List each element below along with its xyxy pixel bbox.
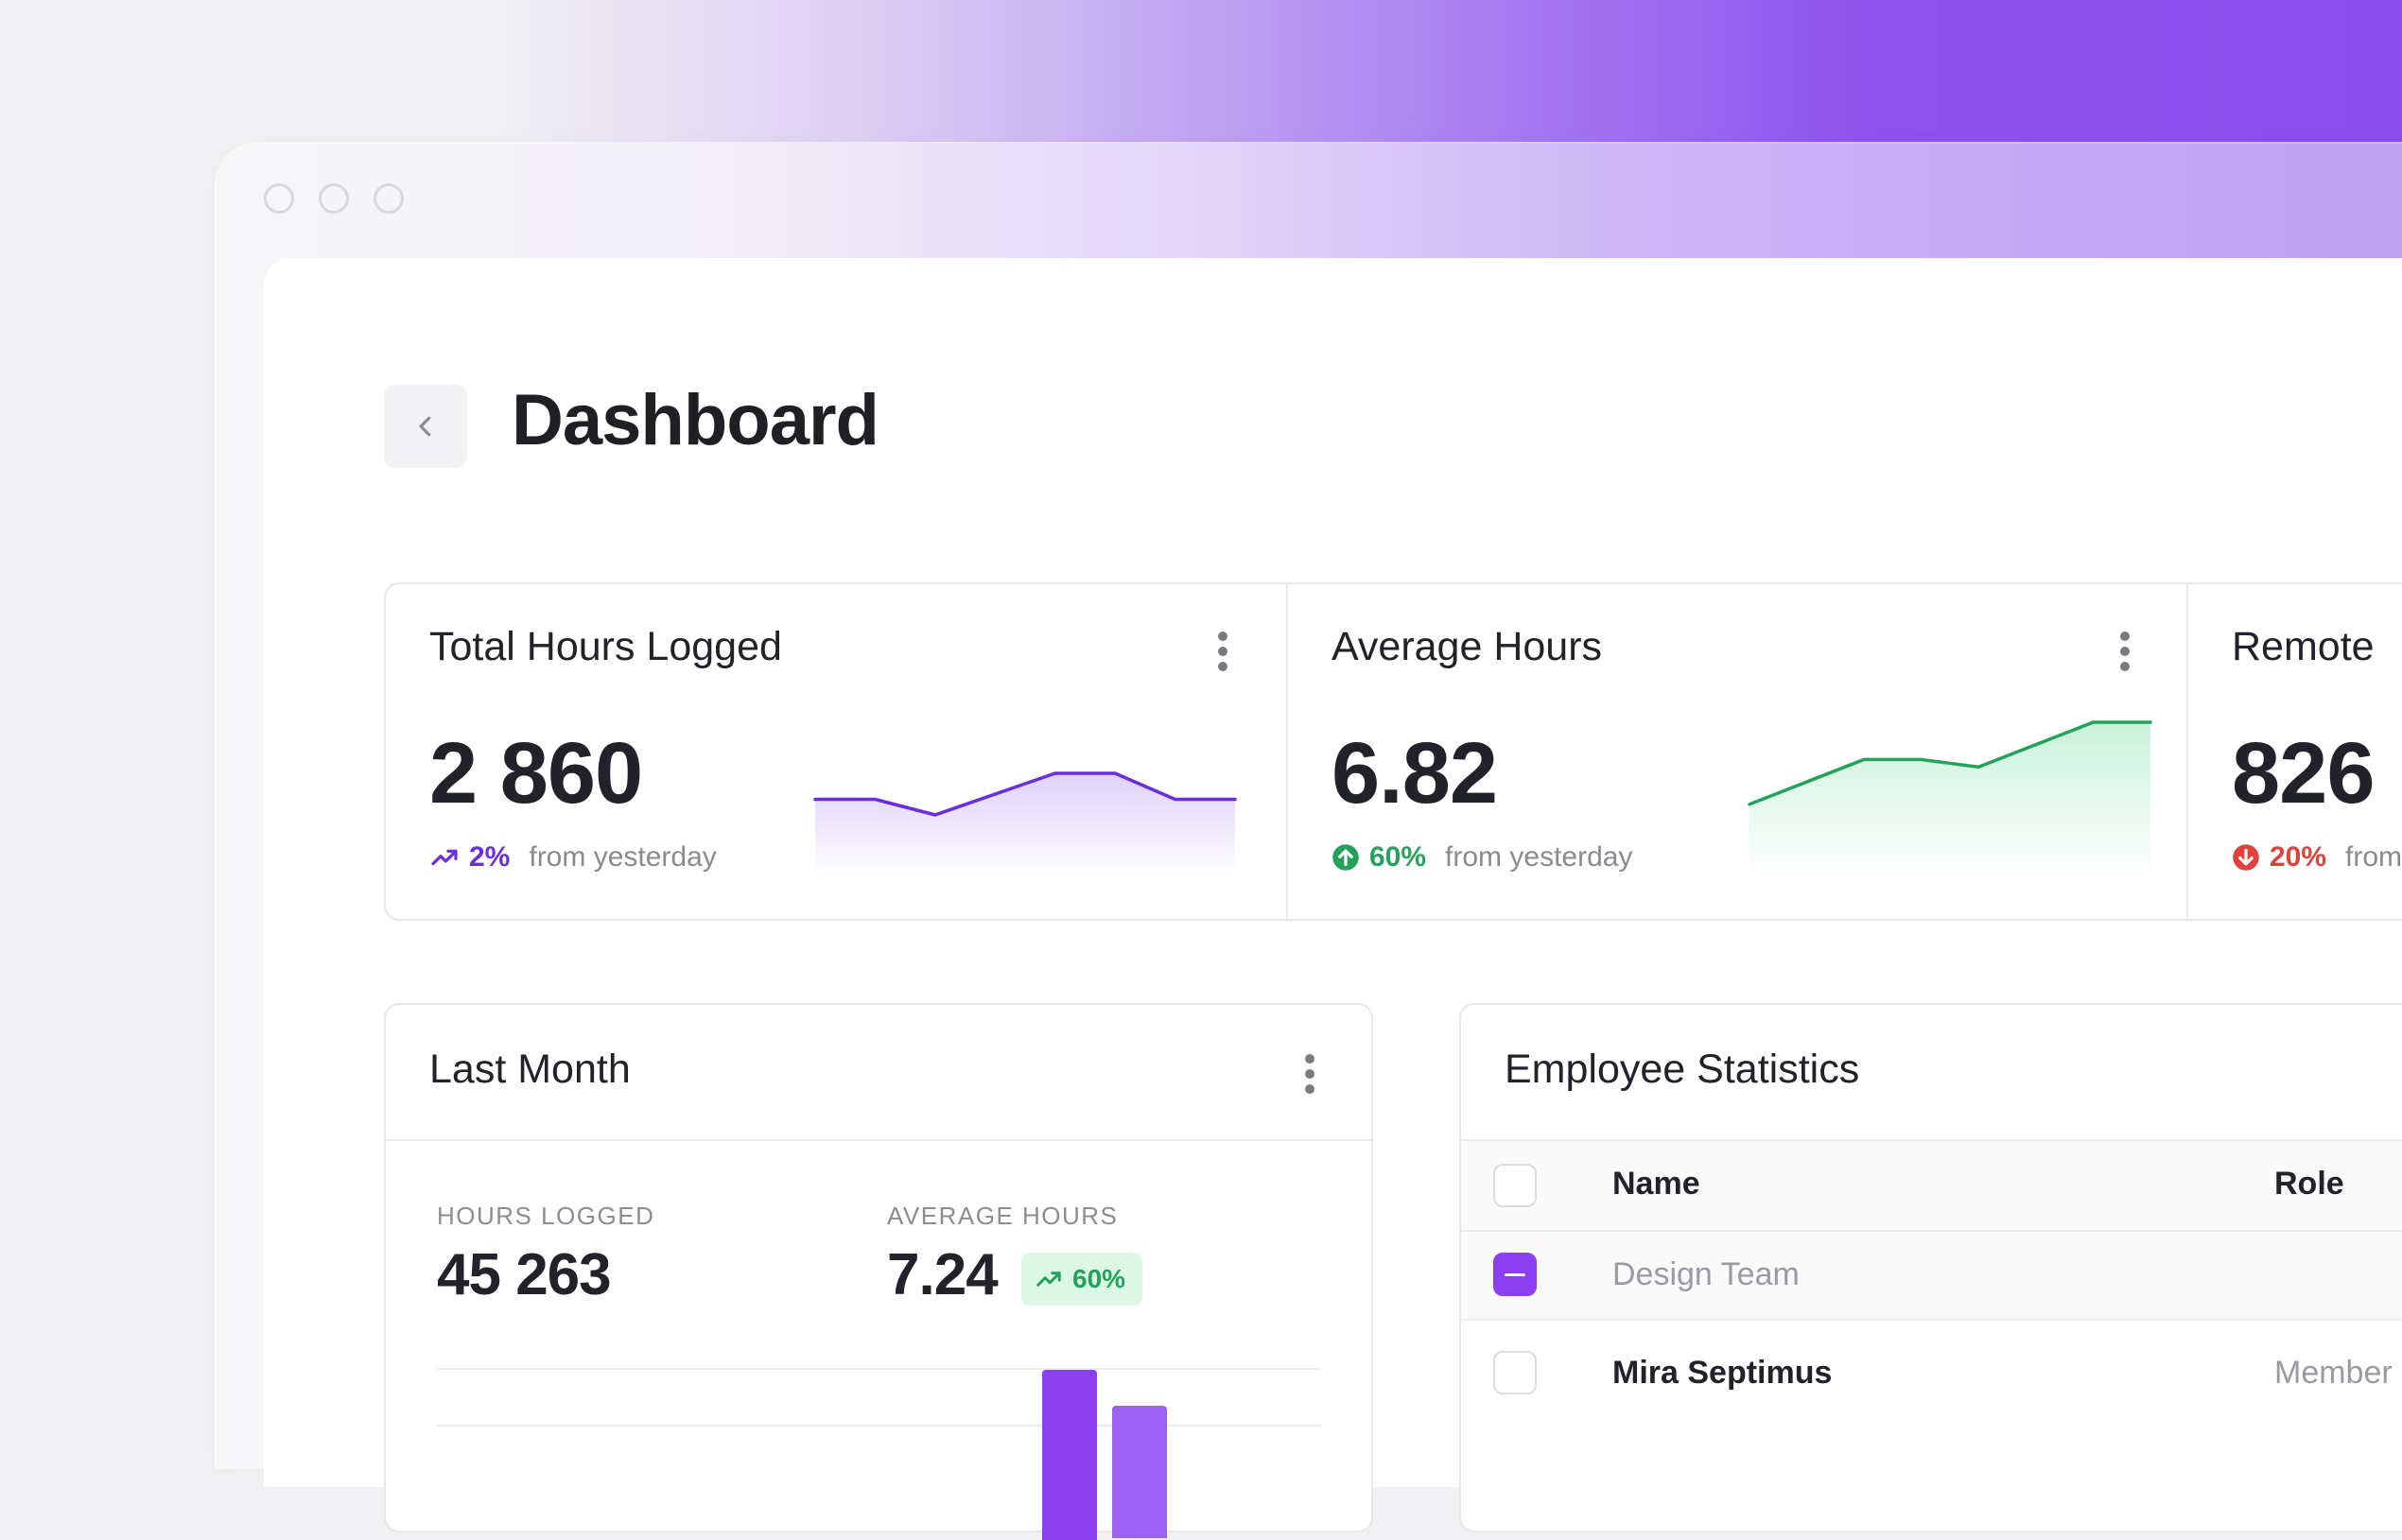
stat-title: Total Hours Logged xyxy=(429,624,782,669)
column-header-role[interactable]: Role xyxy=(2274,1166,2344,1202)
sparkline-chart xyxy=(813,771,1237,877)
grid-line xyxy=(437,1368,1322,1370)
change-note: from xyxy=(2345,841,2402,873)
employee-role: Member xyxy=(2274,1355,2393,1391)
employee-name: Mira Septimus xyxy=(1612,1355,1833,1391)
stats-summary-card: Total Hours Logged 2 860 2% from yesterd… xyxy=(384,582,2402,921)
change-percent: 20% xyxy=(2270,841,2327,873)
more-options-icon[interactable] xyxy=(1305,1054,1314,1099)
stat-remote: Remote 826 20% from xyxy=(2186,584,2402,919)
stat-value: 6.82 xyxy=(1332,725,1498,822)
divider xyxy=(1461,1230,2402,1232)
sparkline-line xyxy=(1748,720,2152,806)
stat-average-hours: Average Hours 6.82 60% from yesterday xyxy=(1286,584,2188,919)
sparkline-chart xyxy=(1748,720,2152,877)
divider xyxy=(386,1139,1371,1141)
divider xyxy=(1461,1319,2402,1321)
bar xyxy=(1112,1406,1167,1538)
stat-value: 2 860 xyxy=(429,725,643,822)
divider xyxy=(1461,1139,2402,1141)
stat-change: 2% from yesterday xyxy=(429,841,717,874)
more-options-icon[interactable] xyxy=(2120,632,2130,677)
group-checkbox[interactable] xyxy=(1493,1253,1537,1296)
change-percent: 2% xyxy=(469,841,511,873)
back-button[interactable] xyxy=(384,385,467,468)
grid-line xyxy=(437,1425,1322,1427)
sparkline-area xyxy=(1749,722,2150,877)
panel-title: Last Month xyxy=(429,1047,631,1092)
sparkline-area xyxy=(815,773,1235,877)
stat-change: 60% from yesterday xyxy=(1332,841,1632,874)
last-month-panel: Last Month HOURS LOGGED 45 263 AVERAGE H… xyxy=(384,1003,1373,1540)
hours-logged-value: 45 263 xyxy=(437,1242,612,1307)
arrow-up-circle-icon xyxy=(1332,844,1359,871)
change-note: from yesterday xyxy=(529,841,717,873)
window-minimize-dot[interactable] xyxy=(319,183,349,214)
stat-title: Remote xyxy=(2232,624,2375,669)
minus-icon xyxy=(1505,1272,1525,1276)
row-checkbox[interactable] xyxy=(1493,1351,1537,1394)
sparkline-line xyxy=(813,771,1237,817)
average-hours-value: 7.24 xyxy=(887,1242,999,1307)
stat-title: Average Hours xyxy=(1332,624,1603,669)
chevron-left-icon xyxy=(419,416,431,437)
group-name: Design Team xyxy=(1612,1256,1800,1292)
column-header-name[interactable]: Name xyxy=(1612,1166,1700,1202)
bar xyxy=(1042,1370,1097,1540)
panel-title: Employee Statistics xyxy=(1505,1047,1860,1092)
window-close-dot[interactable] xyxy=(264,183,294,214)
table-header: Name Role xyxy=(1461,1141,2402,1230)
stat-total-hours: Total Hours Logged 2 860 2% from yesterd… xyxy=(386,584,1286,919)
average-change-badge: 60% xyxy=(1021,1253,1143,1306)
trend-up-icon xyxy=(431,849,458,866)
page-title: Dashboard xyxy=(512,380,879,460)
arrow-down-circle-icon xyxy=(2233,844,2259,871)
stat-value: 826 xyxy=(2232,725,2375,822)
table-row[interactable]: Mira Septimus Member xyxy=(1461,1321,2402,1423)
badge-text: 60% xyxy=(1072,1264,1126,1293)
average-hours-label: AVERAGE HOURS xyxy=(887,1202,1119,1230)
employee-statistics-panel: Employee Statistics Name Role Design Tea… xyxy=(1459,1003,2402,1532)
window-maximize-dot[interactable] xyxy=(374,183,404,214)
more-options-icon[interactable] xyxy=(1218,632,1227,677)
dashboard-page: Dashboard Total Hours Logged 2 860 2% fr… xyxy=(264,258,2402,1540)
change-percent: 60% xyxy=(1369,841,1427,873)
change-note: from yesterday xyxy=(1445,841,1633,873)
stat-change: 20% from xyxy=(2232,841,2402,874)
select-all-checkbox[interactable] xyxy=(1493,1164,1537,1207)
hours-logged-label: HOURS LOGGED xyxy=(437,1202,655,1230)
header-gradient xyxy=(0,0,2402,144)
table-row[interactable]: Design Team xyxy=(1461,1232,2402,1319)
trend-up-icon xyxy=(1036,1272,1061,1287)
